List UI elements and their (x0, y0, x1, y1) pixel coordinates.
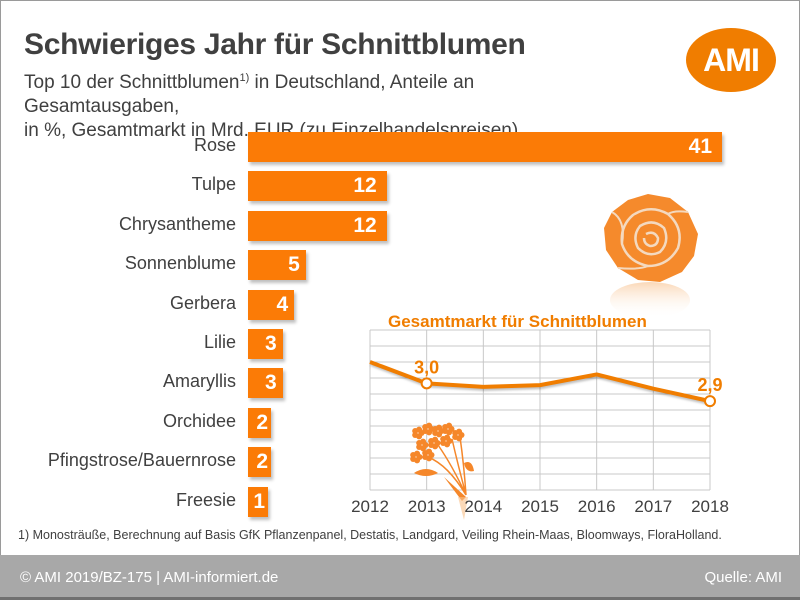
bar-label: Gerbera (169, 292, 236, 313)
bar-label: Chrysantheme (118, 213, 236, 234)
x-tick-label: 2017 (634, 497, 672, 516)
bar: 12 (248, 171, 387, 202)
subtitle-part1: Top 10 der Schnittblumen (24, 72, 240, 93)
bar-value-label: 12 (353, 213, 377, 237)
x-tick-label: 2015 (521, 497, 559, 516)
footnote-marker: 1) (239, 72, 250, 84)
bar-value-label: 41 (688, 135, 712, 158)
copyright-text: © AMI 2019/BZ-175 | AMI-informiert.de (20, 569, 279, 586)
footer-divider (0, 597, 800, 600)
footer-bar: © AMI 2019/BZ-175 | AMI-informiert.de Qu… (0, 555, 800, 600)
x-tick-label: 2018 (691, 497, 729, 516)
bar-label: Tulpe (191, 174, 236, 195)
bar-value-label: 3 (264, 332, 277, 355)
bar-value-label: 1 (253, 489, 265, 513)
bouquet-icon (410, 422, 474, 520)
line-chart-title: Gesamtmarkt für Schnittblumen (388, 312, 647, 331)
x-tick-label: 2016 (578, 497, 616, 516)
data-point-label: 3,0 (414, 357, 439, 377)
bar-label: Sonnenblume (124, 253, 236, 274)
data-point-label: 2,9 (697, 375, 722, 395)
data-point-marker (704, 395, 716, 408)
bar-label: Freesie (175, 489, 236, 510)
bar-value-label: 12 (353, 174, 377, 198)
bar-value-label: 2 (256, 410, 269, 434)
bar-value-label: 4 (276, 292, 289, 316)
bar-value-label: 2 (256, 450, 269, 474)
bar-label: Amaryllis (162, 371, 236, 392)
rose-icon (604, 194, 698, 318)
bar: 3 (248, 329, 283, 359)
data-point-marker (420, 377, 433, 390)
bar-label: Rose (193, 135, 236, 155)
x-tick-label: 2014 (464, 497, 502, 516)
bar: 2 (248, 407, 272, 438)
bar: 12 (248, 210, 387, 241)
footnote: 1) Monosträuße, Berechnung auf Basis GfK… (18, 528, 722, 542)
chart-title: Schwieriges Jahr für Schnittblumen (24, 28, 526, 61)
bar: 1 (248, 486, 268, 517)
bar-value-label: 5 (288, 253, 300, 277)
source-text: Quelle: AMI (704, 569, 782, 586)
bar-label: Orchidee (162, 410, 236, 431)
x-tick-label: 2013 (408, 497, 446, 516)
bar-label: Pfingstrose/Bauernrose (47, 450, 236, 471)
bar: 41 (248, 132, 722, 162)
bar-label: Lilie (203, 332, 236, 352)
bar: 5 (248, 250, 306, 281)
ami-logo: AMI (686, 28, 776, 92)
subtitle-part2: in Deutschland, Anteile an Gesamtausgabe… (24, 72, 475, 117)
bar-value-label: 3 (264, 371, 277, 395)
bar: 4 (248, 289, 295, 320)
bar: 3 (248, 368, 283, 399)
bar: 2 (248, 447, 272, 478)
x-tick-label: 2012 (351, 497, 389, 516)
